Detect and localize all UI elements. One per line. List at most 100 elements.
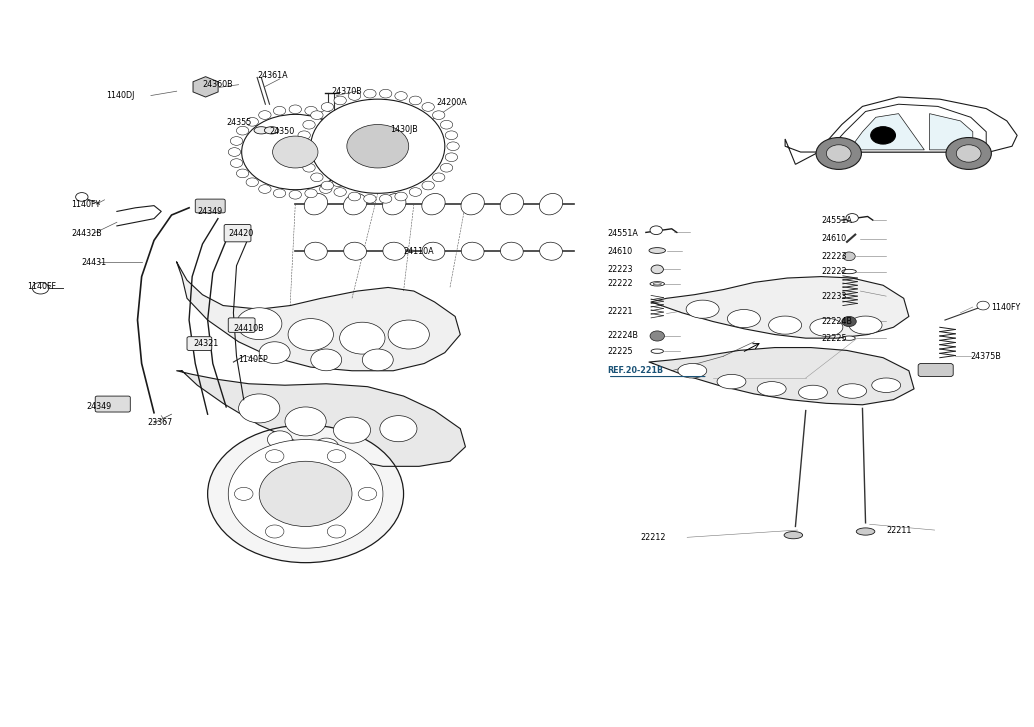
Ellipse shape — [843, 336, 855, 340]
Ellipse shape — [798, 385, 827, 400]
Ellipse shape — [343, 242, 366, 260]
Circle shape — [650, 331, 665, 341]
Text: 24610: 24610 — [821, 234, 847, 244]
Ellipse shape — [842, 269, 856, 273]
Ellipse shape — [265, 126, 279, 134]
Circle shape — [311, 349, 341, 371]
Circle shape — [273, 106, 285, 115]
Ellipse shape — [784, 531, 802, 539]
Ellipse shape — [383, 193, 406, 215]
Circle shape — [320, 111, 332, 119]
Circle shape — [826, 145, 851, 162]
Circle shape — [358, 487, 376, 500]
Text: 24349: 24349 — [197, 207, 222, 216]
Text: 1140FF: 1140FF — [27, 281, 56, 291]
Ellipse shape — [343, 193, 367, 215]
Circle shape — [246, 118, 258, 126]
Circle shape — [650, 226, 663, 235]
Ellipse shape — [304, 193, 328, 215]
Circle shape — [314, 438, 338, 456]
Circle shape — [379, 89, 392, 98]
Ellipse shape — [757, 382, 786, 396]
Text: 22212: 22212 — [641, 533, 666, 542]
Ellipse shape — [650, 281, 665, 286]
Text: 22211: 22211 — [886, 526, 912, 534]
Circle shape — [231, 137, 243, 145]
Circle shape — [310, 111, 323, 119]
Text: 22233: 22233 — [821, 292, 847, 301]
Circle shape — [339, 322, 385, 354]
Text: 24410B: 24410B — [234, 324, 264, 333]
Ellipse shape — [838, 384, 866, 398]
Circle shape — [305, 106, 317, 115]
Circle shape — [846, 214, 858, 222]
FancyBboxPatch shape — [187, 337, 212, 350]
Text: 22221: 22221 — [608, 307, 633, 316]
Ellipse shape — [768, 316, 801, 334]
FancyBboxPatch shape — [229, 318, 255, 332]
Circle shape — [285, 407, 326, 436]
Circle shape — [266, 450, 284, 463]
Text: 24321: 24321 — [193, 340, 218, 348]
Circle shape — [229, 440, 383, 548]
Polygon shape — [785, 97, 1017, 164]
Text: 24610: 24610 — [608, 246, 633, 256]
Text: 24110A: 24110A — [403, 246, 434, 256]
Circle shape — [305, 189, 317, 198]
Text: 22225: 22225 — [608, 347, 634, 356]
Circle shape — [651, 265, 664, 273]
Circle shape — [290, 190, 302, 199]
Ellipse shape — [500, 242, 523, 260]
Circle shape — [432, 111, 445, 119]
Circle shape — [440, 164, 453, 172]
Text: 24551A: 24551A — [608, 228, 639, 238]
Circle shape — [246, 178, 258, 187]
Circle shape — [208, 425, 403, 563]
Ellipse shape — [422, 193, 445, 215]
Ellipse shape — [727, 310, 760, 328]
Circle shape — [322, 181, 334, 190]
Ellipse shape — [383, 242, 405, 260]
Circle shape — [956, 145, 981, 162]
Circle shape — [268, 431, 293, 449]
Circle shape — [347, 158, 360, 167]
Circle shape — [348, 192, 361, 201]
Circle shape — [239, 394, 280, 423]
FancyBboxPatch shape — [224, 225, 251, 242]
Circle shape — [446, 153, 458, 161]
Ellipse shape — [422, 242, 445, 260]
Circle shape — [364, 194, 376, 203]
Circle shape — [32, 282, 49, 294]
Text: 22224B: 22224B — [608, 332, 639, 340]
Ellipse shape — [653, 283, 662, 285]
Circle shape — [258, 185, 271, 193]
Text: 24361A: 24361A — [257, 71, 287, 81]
Circle shape — [446, 131, 458, 140]
Circle shape — [237, 169, 249, 177]
Ellipse shape — [651, 349, 664, 353]
Circle shape — [342, 126, 355, 135]
Text: 24355: 24355 — [226, 118, 251, 126]
Circle shape — [440, 121, 453, 129]
Circle shape — [977, 301, 990, 310]
Text: 22223: 22223 — [608, 265, 633, 274]
Text: 1140FY: 1140FY — [71, 200, 100, 209]
Ellipse shape — [461, 193, 484, 215]
Text: 24375B: 24375B — [971, 352, 1002, 361]
Ellipse shape — [649, 248, 666, 254]
Circle shape — [388, 320, 429, 349]
Ellipse shape — [461, 242, 484, 260]
Circle shape — [273, 189, 285, 198]
Polygon shape — [849, 113, 924, 150]
Circle shape — [379, 416, 417, 442]
Text: 24432B: 24432B — [71, 228, 102, 238]
Text: 24360B: 24360B — [203, 80, 233, 89]
Circle shape — [258, 111, 271, 119]
Polygon shape — [649, 348, 914, 405]
Circle shape — [362, 349, 393, 371]
FancyBboxPatch shape — [95, 396, 130, 412]
Text: 22224B: 22224B — [821, 317, 852, 326]
Circle shape — [332, 178, 344, 187]
Circle shape — [273, 136, 318, 168]
Circle shape — [334, 188, 346, 196]
